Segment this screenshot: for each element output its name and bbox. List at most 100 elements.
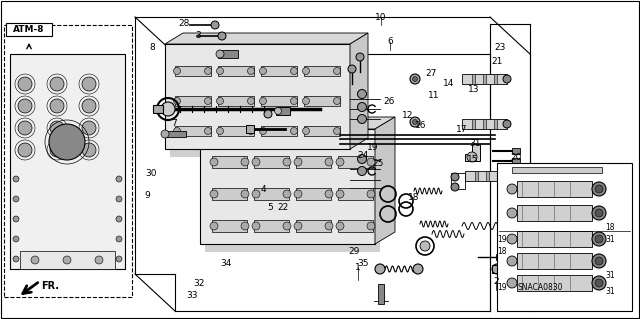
Bar xyxy=(472,119,475,129)
Circle shape xyxy=(291,128,298,135)
Bar xyxy=(218,96,254,106)
Circle shape xyxy=(595,235,603,243)
Bar xyxy=(218,50,238,58)
Circle shape xyxy=(303,68,310,75)
Bar xyxy=(304,126,340,136)
Bar xyxy=(153,105,163,113)
Text: 13: 13 xyxy=(468,85,480,94)
Bar xyxy=(296,188,331,200)
Bar xyxy=(483,119,486,129)
Circle shape xyxy=(205,128,211,135)
Bar xyxy=(200,129,375,244)
Circle shape xyxy=(592,254,606,268)
Circle shape xyxy=(507,278,517,288)
Text: 1: 1 xyxy=(355,263,361,271)
Circle shape xyxy=(252,190,260,198)
Circle shape xyxy=(410,117,420,127)
Text: 34: 34 xyxy=(220,258,232,268)
Circle shape xyxy=(291,98,298,105)
Circle shape xyxy=(294,222,302,230)
Circle shape xyxy=(264,110,272,118)
Bar xyxy=(261,66,297,76)
Text: SNACA0830: SNACA0830 xyxy=(517,284,563,293)
Circle shape xyxy=(592,206,606,220)
Bar xyxy=(205,137,380,252)
Circle shape xyxy=(50,121,64,135)
Circle shape xyxy=(336,222,344,230)
Circle shape xyxy=(283,190,291,198)
Circle shape xyxy=(13,236,19,242)
Bar xyxy=(296,156,331,168)
Circle shape xyxy=(259,98,266,105)
Circle shape xyxy=(595,257,603,265)
Circle shape xyxy=(259,68,266,75)
Text: 3: 3 xyxy=(195,31,201,40)
Circle shape xyxy=(241,222,249,230)
Circle shape xyxy=(592,276,606,290)
Circle shape xyxy=(161,130,169,138)
Bar xyxy=(175,66,211,76)
Bar xyxy=(462,119,507,129)
Text: ATM-8: ATM-8 xyxy=(13,26,45,34)
Circle shape xyxy=(50,77,64,91)
Circle shape xyxy=(248,68,255,75)
Text: 27: 27 xyxy=(426,70,436,78)
Circle shape xyxy=(420,241,430,251)
Bar xyxy=(512,148,520,154)
Circle shape xyxy=(241,158,249,166)
Bar xyxy=(20,251,115,269)
Circle shape xyxy=(248,98,255,105)
Bar xyxy=(451,173,465,189)
Bar xyxy=(304,66,340,76)
Circle shape xyxy=(413,264,423,274)
Circle shape xyxy=(211,21,219,29)
Text: 31: 31 xyxy=(605,286,615,295)
Circle shape xyxy=(275,108,282,115)
Circle shape xyxy=(358,90,367,99)
Circle shape xyxy=(451,173,459,181)
Circle shape xyxy=(303,98,310,105)
Circle shape xyxy=(492,264,502,274)
Text: 16: 16 xyxy=(415,122,427,130)
Circle shape xyxy=(283,222,291,230)
Bar xyxy=(496,254,504,260)
Circle shape xyxy=(116,236,122,242)
Circle shape xyxy=(507,234,517,244)
Circle shape xyxy=(82,99,96,113)
Text: 19: 19 xyxy=(497,234,507,243)
Bar xyxy=(338,156,373,168)
Circle shape xyxy=(592,182,606,196)
Bar xyxy=(175,96,211,106)
Text: 18: 18 xyxy=(605,222,615,232)
Bar xyxy=(218,66,254,76)
Circle shape xyxy=(241,190,249,198)
Circle shape xyxy=(205,98,211,105)
Bar xyxy=(517,205,592,221)
Bar xyxy=(338,188,373,200)
Bar xyxy=(164,131,186,137)
Bar xyxy=(465,171,510,181)
Circle shape xyxy=(467,152,477,162)
Text: 35: 35 xyxy=(357,258,369,268)
Bar xyxy=(512,167,602,173)
Bar xyxy=(378,284,384,304)
Circle shape xyxy=(325,222,333,230)
Text: 30: 30 xyxy=(145,168,157,177)
Circle shape xyxy=(325,158,333,166)
Circle shape xyxy=(173,128,180,135)
Text: 31: 31 xyxy=(605,234,615,243)
Text: 14: 14 xyxy=(444,78,454,87)
Text: 28: 28 xyxy=(179,19,189,28)
Circle shape xyxy=(336,158,344,166)
Circle shape xyxy=(50,99,64,113)
Bar xyxy=(6,23,52,36)
Bar xyxy=(261,96,297,106)
Circle shape xyxy=(358,167,367,175)
Text: 2: 2 xyxy=(493,278,499,286)
Bar xyxy=(512,158,520,164)
Circle shape xyxy=(358,154,367,164)
Bar xyxy=(304,96,340,106)
Text: 17: 17 xyxy=(456,125,468,135)
Polygon shape xyxy=(375,117,395,244)
Circle shape xyxy=(413,120,417,124)
